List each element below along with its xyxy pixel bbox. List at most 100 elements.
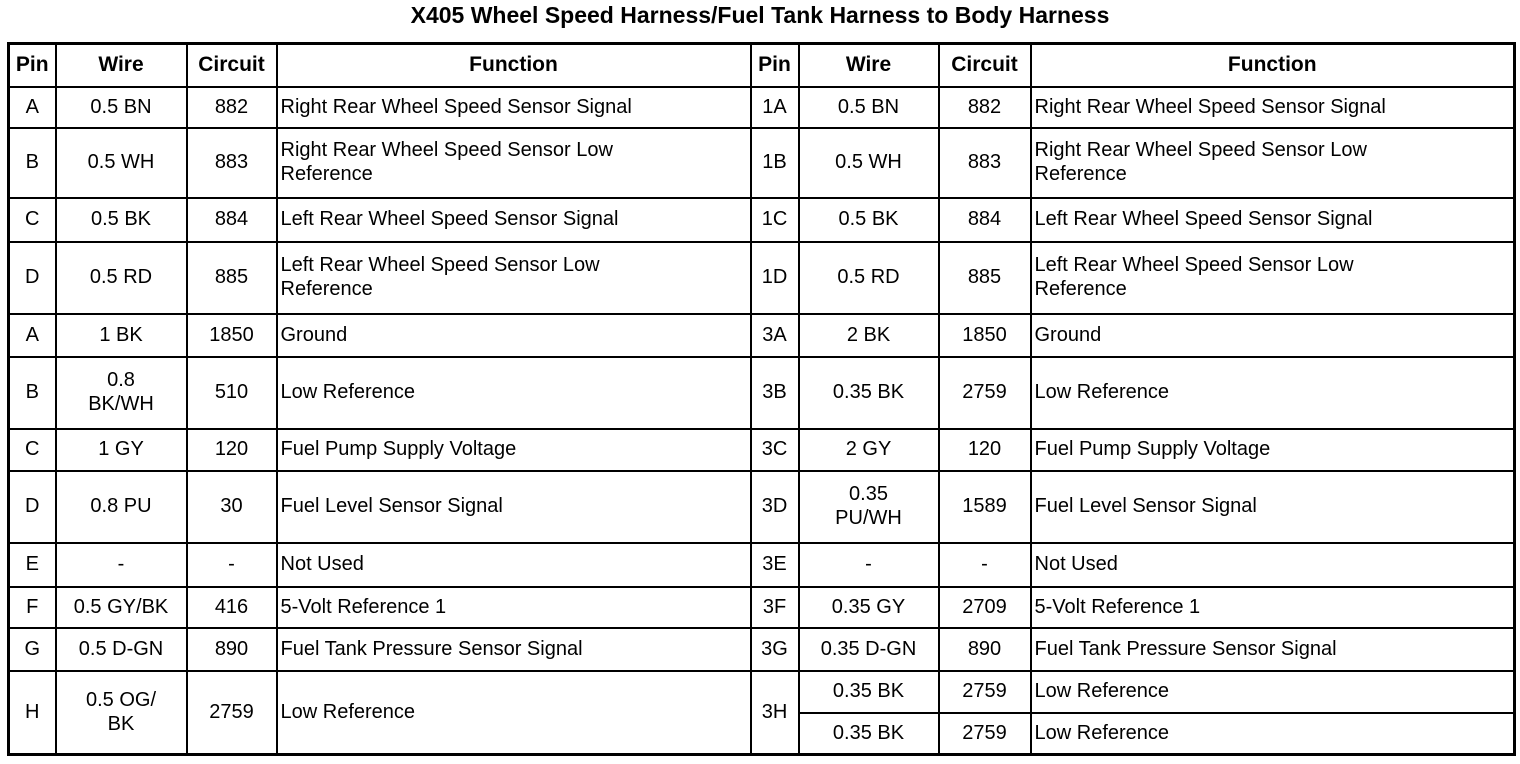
pin-cell: 3A (749, 312, 800, 358)
pin-cell: A (7, 85, 57, 129)
wire-cell: 0.5 RD (54, 240, 188, 315)
wire-cell: 0.35 GY (797, 585, 940, 629)
table-row: A 0.5 BN 882 Right Rear Wheel Speed Sens… (7, 85, 1516, 129)
pin-cell: G (7, 626, 57, 672)
page-title: X405 Wheel Speed Harness/Fuel Tank Harne… (410, 2, 1110, 28)
circuit-cell: 2759 (937, 711, 1032, 756)
table-row: G 0.5 D-GN 890 Fuel Tank Pressure Sensor… (7, 626, 1516, 672)
table-row: H 0.5 OG/ BK 2759 Low Reference 3H 0.35 … (7, 669, 1516, 756)
wire-cell: 0.5 BN (797, 85, 940, 129)
wire-cell: 2 GY (797, 427, 940, 472)
table-row: D 0.8 PU 30 Fuel Level Sensor Signal 3D … (7, 469, 1516, 544)
pin-cell: A (7, 312, 57, 358)
wire-cell: 0.8 PU (54, 469, 188, 544)
table-row: B 0.5 WH 883 Right Rear Wheel Speed Sens… (7, 126, 1516, 199)
pin-cell: D (7, 240, 57, 315)
table-row: C 0.5 BK 884 Left Rear Wheel Speed Senso… (7, 196, 1516, 243)
wire-cell: 0.35 D-GN (797, 626, 940, 672)
col-header-pin: Pin (7, 42, 57, 88)
function-cell: Low Reference (275, 355, 752, 430)
function-cell: Left Rear Wheel Speed Sensor Signal (275, 196, 752, 243)
function-cell: Fuel Tank Pressure Sensor Signal (275, 626, 752, 672)
circuit-cell: 2759 (937, 669, 1032, 714)
circuit-cell: 883 (937, 126, 1032, 199)
function-cell: Ground (275, 312, 752, 358)
function-cell: Right Rear Wheel Speed Sensor Low Refere… (1029, 126, 1516, 199)
function-cell: Not Used (275, 541, 752, 588)
circuit-cell: 1850 (185, 312, 278, 358)
pin-cell: 3H (749, 669, 800, 756)
circuit-cell: 2759 (937, 355, 1032, 430)
col-header-circuit: Circuit (185, 42, 278, 88)
table-row: C 1 GY 120 Fuel Pump Supply Voltage 3C 2… (7, 427, 1516, 472)
function-cell: Left Rear Wheel Speed Sensor Low Referen… (1029, 240, 1516, 315)
wire-cell: 2 BK (797, 312, 940, 358)
table-row: A 1 BK 1850 Ground 3A 2 BK 1850 Ground (7, 312, 1516, 358)
pin-cell: 1C (749, 196, 800, 243)
table-row: F 0.5 GY/BK 416 5-Volt Reference 1 3F 0.… (7, 585, 1516, 629)
circuit-cell: 30 (185, 469, 278, 544)
circuit-cell: 120 (185, 427, 278, 472)
circuit-cell: 890 (937, 626, 1032, 672)
pin-cell: 3E (749, 541, 800, 588)
function-cell: Low Reference (1029, 669, 1516, 714)
pin-cell: H (7, 669, 57, 756)
function-cell: Low Reference (1029, 355, 1516, 430)
pin-cell: 3B (749, 355, 800, 430)
table-row: D 0.5 RD 885 Left Rear Wheel Speed Senso… (7, 240, 1516, 315)
pin-cell: 1A (749, 85, 800, 129)
wire-cell: 0.5 BK (797, 196, 940, 243)
wire-cell: 0.35 BK (797, 355, 940, 430)
pin-cell: 3F (749, 585, 800, 629)
circuit-cell: - (185, 541, 278, 588)
pin-cell: B (7, 126, 57, 199)
wire-cell: - (54, 541, 188, 588)
circuit-cell: 884 (937, 196, 1032, 243)
col-header-wire: Wire (54, 42, 188, 88)
circuit-cell: 883 (185, 126, 278, 199)
wire-cell: - (797, 541, 940, 588)
pinout-table: Pin Wire Circuit Function Pin Wire Circu… (7, 42, 1516, 757)
wire-cell: 0.35 BK (797, 711, 940, 756)
pin-cell: D (7, 469, 57, 544)
header-row: Pin Wire Circuit Function Pin Wire Circu… (7, 42, 1516, 88)
function-cell: Low Reference (1029, 711, 1516, 756)
circuit-cell: 884 (185, 196, 278, 243)
circuit-cell: 2709 (937, 585, 1032, 629)
function-cell: Fuel Level Sensor Signal (275, 469, 752, 544)
wire-cell: 0.8 BK/WH (54, 355, 188, 430)
circuit-cell: 890 (185, 626, 278, 672)
col-header-pin: Pin (749, 42, 800, 88)
col-header-function: Function (275, 42, 752, 88)
function-cell: 5-Volt Reference 1 (275, 585, 752, 629)
col-header-wire: Wire (797, 42, 940, 88)
wire-cell: 0.5 GY/BK (54, 585, 188, 629)
pin-cell: F (7, 585, 57, 629)
wire-cell: 0.5 WH (797, 126, 940, 199)
circuit-cell: 416 (185, 585, 278, 629)
col-header-circuit: Circuit (937, 42, 1032, 88)
circuit-cell: 882 (185, 85, 278, 129)
function-cell: Fuel Level Sensor Signal (1029, 469, 1516, 544)
pin-cell: 3D (749, 469, 800, 544)
function-cell: Right Rear Wheel Speed Sensor Signal (1029, 85, 1516, 129)
wire-cell: 1 GY (54, 427, 188, 472)
wire-cell: 0.35 BK (797, 669, 940, 714)
function-cell: 5-Volt Reference 1 (1029, 585, 1516, 629)
circuit-cell: 1589 (937, 469, 1032, 544)
function-cell: Left Rear Wheel Speed Sensor Low Referen… (275, 240, 752, 315)
circuit-cell: 1850 (937, 312, 1032, 358)
circuit-cell: 510 (185, 355, 278, 430)
wire-cell: 0.5 BN (54, 85, 188, 129)
wire-cell: 0.5 OG/ BK (54, 669, 188, 756)
pin-cell: C (7, 196, 57, 243)
wire-cell: 0.5 BK (54, 196, 188, 243)
function-cell: Low Reference (275, 669, 752, 756)
circuit-cell: 882 (937, 85, 1032, 129)
pin-cell: 1D (749, 240, 800, 315)
pin-cell: 3G (749, 626, 800, 672)
wire-cell: 0.5 D-GN (54, 626, 188, 672)
wire-cell: 0.5 RD (797, 240, 940, 315)
function-cell: Right Rear Wheel Speed Sensor Low Refere… (275, 126, 752, 199)
